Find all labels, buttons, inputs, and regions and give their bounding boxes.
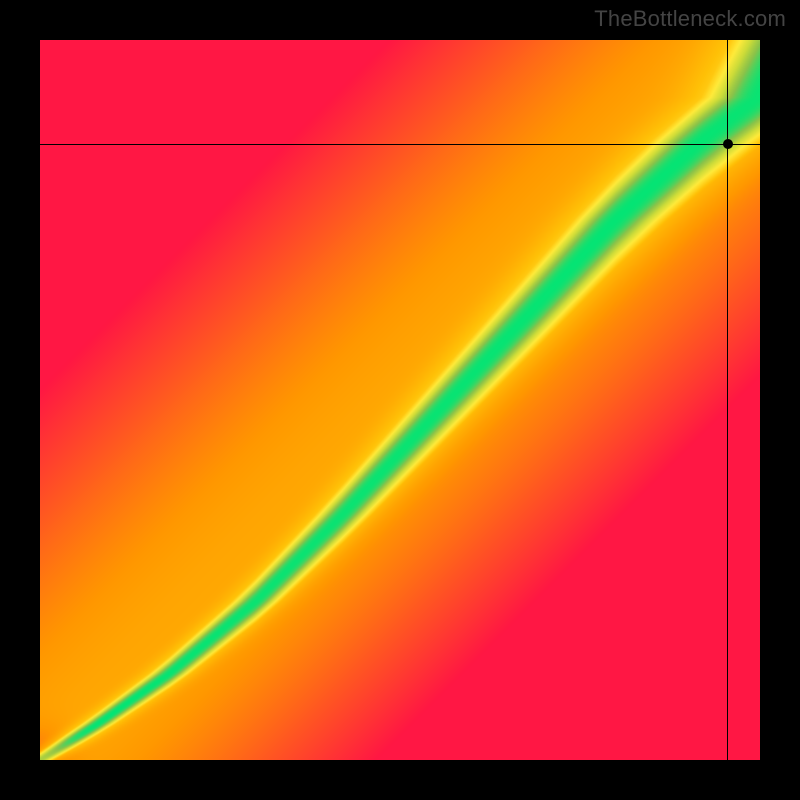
- crosshair-marker: [723, 139, 733, 149]
- heatmap-canvas: [40, 40, 760, 760]
- figure-root: TheBottleneck.com: [0, 0, 800, 800]
- watermark-text: TheBottleneck.com: [594, 6, 786, 32]
- crosshair-horizontal: [40, 144, 760, 145]
- heatmap-plot: [40, 40, 760, 760]
